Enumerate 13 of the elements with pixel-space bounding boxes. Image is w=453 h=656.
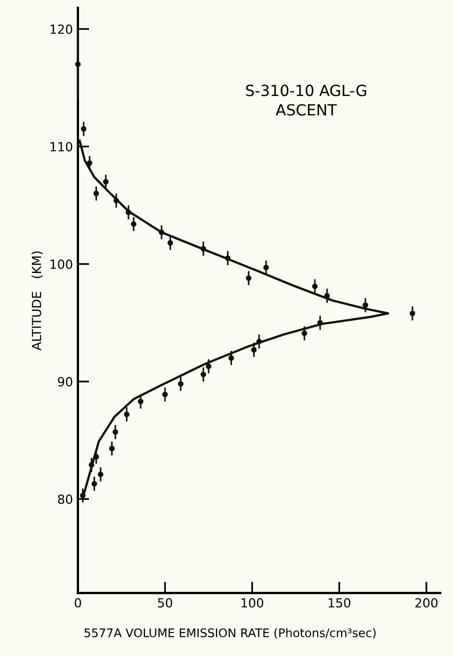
- y-tick-label: 90: [58, 376, 72, 386]
- y-axis-title: ALTITUDE (KM): [32, 251, 43, 350]
- x-tick-label: 200: [415, 598, 438, 608]
- x-tick-label: 100: [242, 598, 264, 608]
- y-tick-label: 100: [50, 259, 72, 269]
- x-tick-label: 50: [158, 598, 172, 608]
- y-tick-label: 80: [58, 494, 72, 504]
- x-tick-label: 150: [328, 598, 350, 608]
- y-tick-label: 110: [50, 142, 72, 152]
- x-axis-title: 5577A VOLUME EMISSION RATE (Photons/cm³sec): [84, 628, 376, 639]
- annotation: S-310-10 AGL-G ASCENT: [246, 84, 366, 116]
- x-tick-label: 0: [74, 598, 82, 608]
- y-tick-label: 120: [50, 24, 72, 34]
